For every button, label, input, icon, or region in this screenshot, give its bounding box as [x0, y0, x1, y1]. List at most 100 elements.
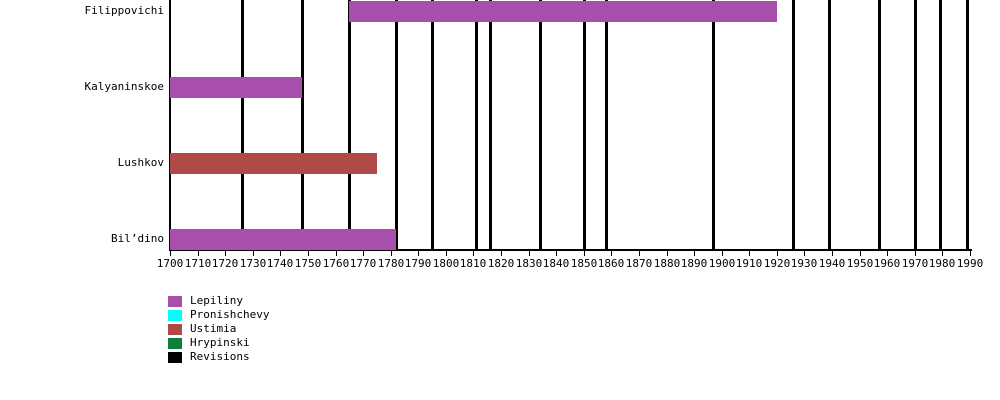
x-axis-tick: [722, 251, 723, 256]
x-axis-tick: [804, 251, 805, 256]
bar-lushkov: [170, 153, 377, 174]
revision-line-1748: [301, 0, 304, 250]
row-label-kalyaninskoe: Kalyaninskoe: [84, 80, 164, 93]
x-axis-tick: [832, 251, 833, 256]
legend-swatch-icon: [168, 337, 182, 349]
x-axis-tick: [942, 251, 943, 256]
x-axis-tick: [915, 251, 916, 256]
x-axis-tick: [363, 251, 364, 256]
x-axis-tick: [529, 251, 530, 256]
x-axis-tick-label: 1840: [542, 257, 570, 270]
x-axis-tick-label: 1900: [708, 257, 736, 270]
x-axis-tick-label: 1990: [956, 257, 984, 270]
x-axis-tick-label: 1910: [735, 257, 763, 270]
legend-label: Lepiliny: [190, 294, 243, 307]
bar-filippovichi: [349, 1, 777, 22]
y-axis-line: [169, 0, 171, 251]
x-axis-line: [169, 249, 972, 251]
revision-line-1989: [966, 0, 969, 250]
x-axis-tick: [777, 251, 778, 256]
legend-item-lepiliny: Lepiliny: [168, 294, 269, 308]
legend-label: Pronishchevy: [190, 308, 270, 321]
x-axis-tick: [584, 251, 585, 256]
x-axis-tick: [749, 251, 750, 256]
legend-item-ustimia: Ustimia: [168, 322, 269, 336]
legend-swatch-icon: [168, 351, 182, 363]
revision-line-1858: [605, 0, 608, 250]
bar-bildino: [170, 229, 396, 250]
x-axis-tick-label: 1970: [901, 257, 929, 270]
x-axis-tick-label: 1800: [432, 257, 460, 270]
revision-line-1782: [395, 0, 398, 250]
row-label-lushkov: Lushkov: [117, 156, 164, 169]
revision-line-1834: [539, 0, 542, 250]
revision-line-1795: [431, 0, 434, 250]
x-axis-tick-label: 1770: [349, 257, 377, 270]
revision-line-1816: [489, 0, 492, 250]
x-axis-tick: [887, 251, 888, 256]
x-axis-tick-label: 1980: [928, 257, 956, 270]
revision-line-1979: [939, 0, 942, 250]
x-axis-tick-label: 1790: [404, 257, 432, 270]
x-axis-tick-label: 1740: [266, 257, 294, 270]
legend-label: Hrypinski: [190, 336, 250, 349]
x-axis-tick: [170, 251, 171, 256]
revision-line-1970: [914, 0, 917, 250]
row-label-filippovichi: Filippovichi: [84, 4, 164, 17]
legend-item-revisions: Revisions: [168, 350, 269, 364]
x-axis-tick-label: 1830: [515, 257, 543, 270]
revision-line-1926: [792, 0, 795, 250]
x-axis-tick-label: 1870: [625, 257, 653, 270]
x-axis-tick: [556, 251, 557, 256]
x-axis-tick-label: 1860: [597, 257, 625, 270]
legend-swatch-icon: [168, 309, 182, 321]
legend: Lepiliny Pronishchevy Ustimia Hrypinski Revi…: [168, 294, 269, 364]
x-axis-tick: [473, 251, 474, 256]
x-axis-tick: [667, 251, 668, 256]
x-axis-tick-label: 1700: [156, 257, 184, 270]
legend-item-pronishchevy: Pronishchevy: [168, 308, 269, 322]
legend-swatch-icon: [168, 323, 182, 335]
x-axis-tick-label: 1890: [680, 257, 708, 270]
x-axis-tick: [336, 251, 337, 256]
x-axis-tick-label: 1750: [294, 257, 322, 270]
legend-swatch-icon: [168, 295, 182, 307]
x-axis-tick-label: 1730: [239, 257, 267, 270]
x-axis-tick-label: 1720: [211, 257, 239, 270]
revision-line-1897: [712, 0, 715, 250]
x-axis-tick-label: 1820: [487, 257, 515, 270]
x-axis-tick: [639, 251, 640, 256]
x-axis-tick: [694, 251, 695, 256]
revision-line-1939: [828, 0, 831, 250]
x-axis-tick-label: 1760: [322, 257, 350, 270]
x-axis-tick: [611, 251, 612, 256]
row-label-bildino: Bil’dino: [111, 232, 164, 245]
x-axis-tick-label: 1850: [570, 257, 598, 270]
x-axis-tick: [280, 251, 281, 256]
x-axis-tick: [860, 251, 861, 256]
x-axis-tick-label: 1810: [459, 257, 487, 270]
x-axis-tick: [418, 251, 419, 256]
x-axis-tick-label: 1920: [763, 257, 791, 270]
x-axis-tick: [225, 251, 226, 256]
x-axis-tick: [446, 251, 447, 256]
legend-item-hrypinski: Hrypinski: [168, 336, 269, 350]
x-axis-tick-label: 1710: [184, 257, 212, 270]
legend-label: Revisions: [190, 350, 250, 363]
x-axis-tick: [198, 251, 199, 256]
revision-line-1811: [475, 0, 478, 250]
x-axis-tick: [501, 251, 502, 256]
x-axis-tick-label: 1780: [377, 257, 405, 270]
legend-label: Ustimia: [190, 322, 237, 335]
x-axis-tick: [391, 251, 392, 256]
x-axis-tick: [970, 251, 971, 256]
x-axis-tick-label: 1930: [790, 257, 818, 270]
bar-kalyaninskoe: [170, 77, 302, 98]
revision-line-1726: [241, 0, 244, 250]
x-axis-tick-label: 1960: [873, 257, 901, 270]
revision-line-1957: [878, 0, 881, 250]
revision-line-1850: [583, 0, 586, 250]
x-axis-tick-label: 1940: [818, 257, 846, 270]
revision-line-1765: [348, 0, 351, 250]
